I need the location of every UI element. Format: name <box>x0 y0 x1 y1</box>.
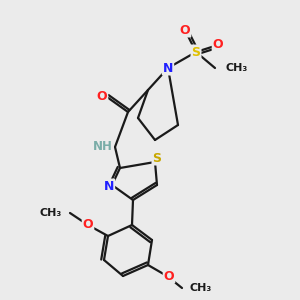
Text: N: N <box>104 179 114 193</box>
Text: O: O <box>180 23 190 37</box>
Text: O: O <box>83 218 93 232</box>
Text: NH: NH <box>93 140 113 154</box>
Text: CH₃: CH₃ <box>190 283 212 293</box>
Text: N: N <box>163 61 173 74</box>
Text: O: O <box>97 91 107 103</box>
Text: S: S <box>152 152 161 164</box>
Text: CH₃: CH₃ <box>225 63 247 73</box>
Text: O: O <box>213 38 223 52</box>
Text: CH₃: CH₃ <box>40 208 62 218</box>
Text: O: O <box>164 269 174 283</box>
Text: S: S <box>191 46 200 59</box>
